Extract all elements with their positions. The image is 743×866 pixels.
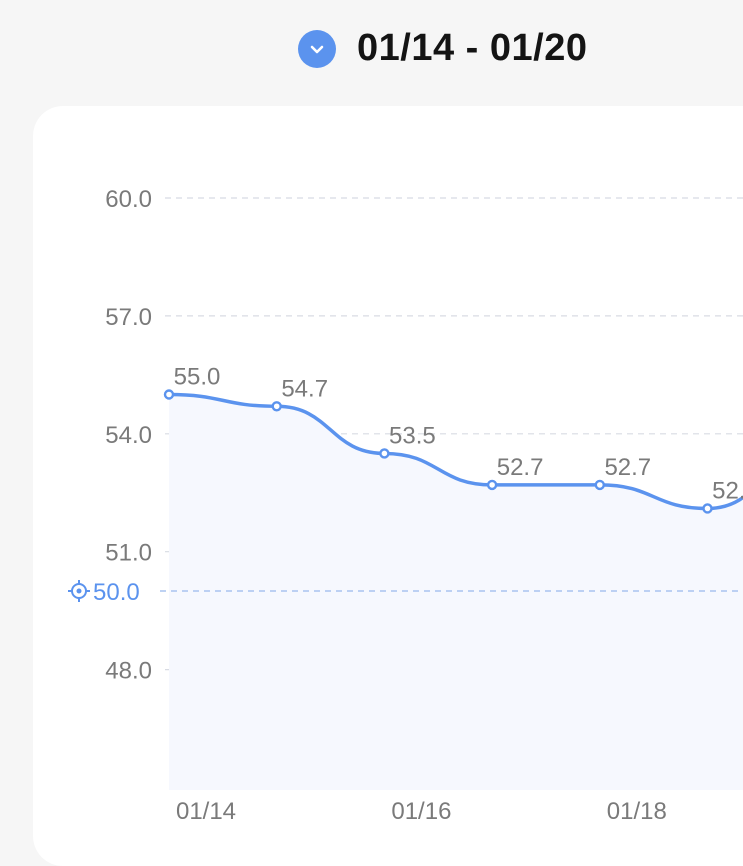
data-label: 54.7 bbox=[281, 375, 328, 402]
y-tick-label: 57.0 bbox=[105, 304, 152, 331]
data-point bbox=[271, 401, 282, 412]
data-point bbox=[163, 389, 175, 400]
data-point bbox=[486, 479, 498, 491]
y-tick-label: 48.0 bbox=[105, 658, 152, 685]
date-range-title[interactable]: 01/14 - 01/20 bbox=[357, 27, 588, 69]
date-range-toggle-button[interactable] bbox=[298, 30, 336, 68]
data-label: 52.7 bbox=[497, 454, 544, 481]
target-marker: 50.0 bbox=[68, 579, 140, 606]
data-label: 52.7 bbox=[604, 454, 651, 481]
chevron-down-icon bbox=[310, 45, 324, 54]
target-label: 50.0 bbox=[93, 579, 140, 606]
y-axis-ticks: 60.0 57.0 54.0 51.0 48.0 bbox=[105, 186, 152, 685]
data-point bbox=[594, 479, 605, 491]
y-tick-label: 54.0 bbox=[105, 422, 152, 449]
header: 01/14 - 01/20 bbox=[0, 0, 743, 100]
x-tick-label: 01/18 bbox=[607, 798, 667, 825]
x-axis-ticks: 01/14 01/16 01/18 bbox=[176, 798, 667, 825]
area-fill bbox=[169, 394, 743, 790]
target-icon bbox=[68, 580, 90, 602]
weight-line-chart: 55.0 54.7 53.5 52.7 52.7 52.1 60.0 57.0 54.0 51.… bbox=[68, 186, 743, 825]
data-label: 55.0 bbox=[174, 364, 221, 391]
y-tick-label: 60.0 bbox=[105, 186, 152, 213]
x-tick-label: 01/14 bbox=[176, 798, 236, 825]
data-point bbox=[379, 448, 390, 459]
y-tick-label: 51.0 bbox=[105, 540, 152, 567]
data-label: 52.1 bbox=[712, 477, 743, 504]
data-label: 53.5 bbox=[389, 422, 436, 449]
data-point bbox=[702, 503, 713, 514]
x-tick-label: 01/16 bbox=[391, 798, 451, 825]
data-points bbox=[163, 389, 713, 514]
data-labels: 55.0 54.7 53.5 52.7 52.7 52.1 bbox=[174, 364, 743, 505]
